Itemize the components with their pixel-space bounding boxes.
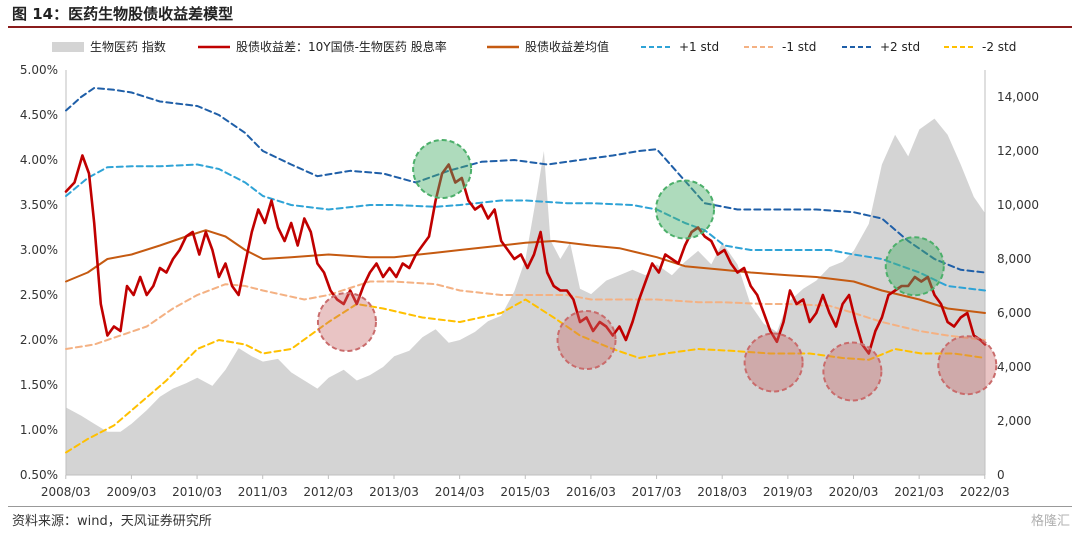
y-left-tick-label: 1.00% — [20, 423, 58, 437]
legend-item-plus2: +2 std — [842, 40, 920, 54]
legend-label-spread: 股债收益差：10Y国债-生物医药 股息率 — [236, 39, 447, 54]
x-tick-label: 2017/03 — [632, 485, 682, 499]
y-right-tick-label: 6,000 — [997, 306, 1031, 320]
x-tick-label: 2020/03 — [829, 485, 879, 499]
title-divider — [8, 26, 1072, 28]
y-right-tick-label: 2,000 — [997, 414, 1031, 428]
legend-item-plus1: +1 std — [641, 40, 719, 54]
spread-chart: 0.50% 1.00% 1.50% 2.00% 2.50% 3.00% 3.50% 4.00%… — [20, 39, 1039, 499]
x-tick-label: 2008/03 — [41, 485, 91, 499]
highlight-green-circle — [884, 236, 945, 297]
x-tick-label: 2014/03 — [435, 485, 485, 499]
highlight-red-circle — [822, 341, 883, 402]
x-tick-label: 2022/03 — [960, 485, 1010, 499]
x-tick-label: 2009/03 — [106, 485, 156, 499]
minus1-line — [65, 280, 986, 350]
y-left-tick-label: 3.00% — [20, 243, 58, 257]
y-left-tick-label: 3.50% — [20, 198, 58, 212]
x-tick-label: 2010/03 — [172, 485, 222, 499]
y-right-tick-label: 14,000 — [997, 90, 1039, 104]
legend-label-minus2: -2 std — [982, 40, 1016, 54]
highlight-red-circle — [743, 332, 804, 393]
highlight-green-circle — [412, 139, 473, 199]
x-tick-label: 2015/03 — [500, 485, 550, 499]
highlight-green-circle — [655, 179, 716, 240]
figure-title: 图 14：医药生物股债收益差模型 — [12, 5, 234, 23]
figure-header: 图 14：医药生物股债收益差模型 — [0, 0, 1080, 26]
y-left-tick-label: 4.50% — [20, 108, 58, 122]
legend-item-index: 生物医药 指数 — [52, 39, 166, 54]
legend-label-plus1: +1 std — [679, 40, 719, 54]
highlight-red-circle — [937, 335, 998, 396]
plus2-line — [65, 87, 986, 274]
highlight-red-circle — [316, 292, 377, 352]
plus1-line — [65, 163, 986, 292]
footer-divider — [8, 506, 1072, 507]
legend-swatch-index — [52, 42, 84, 52]
x-tick-label: 2011/03 — [238, 485, 288, 499]
y-left-tick-label: 0.50% — [20, 468, 58, 482]
legend-label-minus1: -1 std — [782, 40, 816, 54]
legend-label-plus2: +2 std — [880, 40, 920, 54]
legend-label-mean: 股债收益差均值 — [525, 39, 609, 54]
x-tick-label: 2018/03 — [697, 485, 747, 499]
watermark-logo: 格隆汇 — [1030, 514, 1070, 529]
highlight-red-circle — [556, 310, 617, 370]
y-right-tick-label: 10,000 — [997, 198, 1039, 212]
x-tick-label: 2019/03 — [763, 485, 813, 499]
y-left-tick-label: 1.50% — [20, 378, 58, 392]
y-right-tick-label: 0 — [997, 468, 1005, 482]
source-note: 资料来源：wind，天风证券研究所 — [12, 514, 212, 529]
legend-item-minus2: -2 std — [944, 40, 1016, 54]
y-left-tick-label: 4.00% — [20, 153, 58, 167]
legend-item-spread: 股债收益差：10Y国债-生物医药 股息率 — [198, 39, 447, 54]
spread-line — [64, 154, 987, 355]
y-right-tick-label: 4,000 — [997, 360, 1031, 374]
y-left-tick-label: 5.00% — [20, 63, 58, 77]
x-tick-label: 2013/03 — [369, 485, 419, 499]
minus2-line — [65, 298, 986, 454]
x-tick-label: 2021/03 — [894, 485, 944, 499]
legend-label-index: 生物医药 指数 — [90, 39, 166, 54]
y-right-tick-label: 8,000 — [997, 252, 1031, 266]
y-left-tick-label: 2.00% — [20, 333, 58, 347]
legend-item-mean: 股债收益差均值 — [487, 39, 609, 54]
y-right-tick-label: 12,000 — [997, 144, 1039, 158]
y-left-tick-label: 2.50% — [20, 288, 58, 302]
chart-container: 0.50% 1.00% 1.50% 2.00% 2.50% 3.00% 3.50% 4.00%… — [0, 28, 1080, 508]
legend-item-minus1: -1 std — [744, 40, 816, 54]
x-tick-label: 2016/03 — [566, 485, 616, 499]
x-tick-label: 2012/03 — [303, 485, 353, 499]
